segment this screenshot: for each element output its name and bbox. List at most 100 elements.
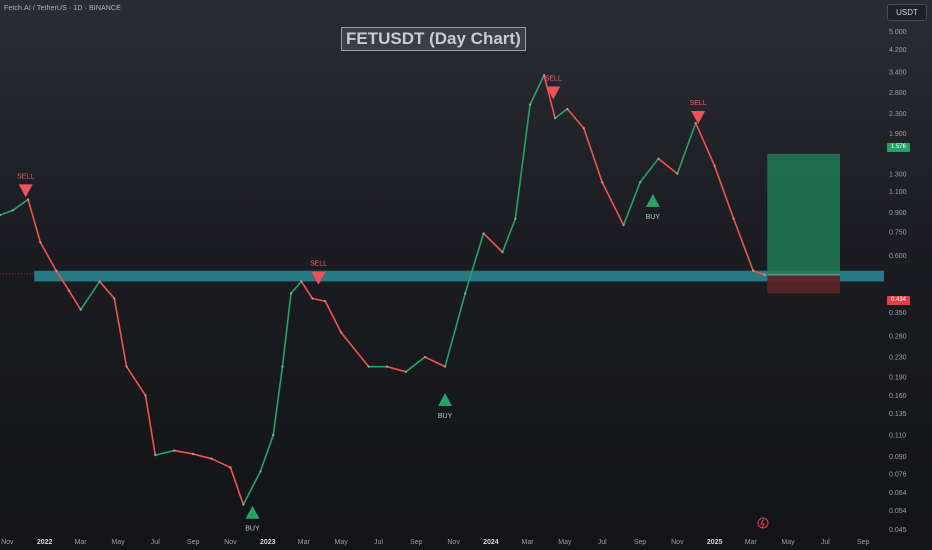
price-point bbox=[404, 370, 408, 374]
price-segment bbox=[144, 394, 157, 456]
buy-label: BUY bbox=[438, 413, 453, 420]
price-point bbox=[694, 121, 697, 125]
x-tick-label: Mar bbox=[745, 539, 758, 546]
price-point bbox=[423, 355, 427, 359]
price-segment bbox=[229, 466, 245, 506]
price-segment bbox=[210, 457, 232, 469]
price-segment bbox=[444, 292, 467, 368]
price-point bbox=[385, 365, 389, 368]
y-tick-label: 2.800 bbox=[889, 90, 907, 97]
y-tick-label: 0.160 bbox=[889, 393, 907, 400]
price-segment bbox=[324, 300, 342, 334]
price-point bbox=[11, 209, 15, 212]
price-segment bbox=[98, 280, 116, 300]
x-tick-label: Mar bbox=[298, 539, 311, 546]
price-point bbox=[311, 297, 314, 300]
price-point bbox=[300, 280, 303, 283]
price-point bbox=[98, 280, 101, 283]
price-segment bbox=[0, 209, 14, 216]
x-tick-label: Nov bbox=[224, 539, 237, 546]
flash-bolt-icon bbox=[760, 518, 765, 529]
sell-arrow-icon bbox=[546, 86, 561, 100]
y-tick-label: 1.900 bbox=[889, 131, 907, 138]
y-tick-label: 0.600 bbox=[889, 253, 907, 260]
price-segment bbox=[300, 280, 314, 300]
price-point bbox=[676, 172, 679, 175]
y-tick-label: 0.110 bbox=[889, 433, 906, 440]
target-area bbox=[767, 153, 840, 275]
price-point bbox=[242, 503, 245, 506]
price-segment bbox=[39, 241, 58, 272]
price-point bbox=[514, 217, 517, 220]
price-point bbox=[713, 164, 716, 168]
price-segment bbox=[554, 108, 569, 119]
price-point bbox=[210, 457, 213, 460]
price-segment bbox=[514, 103, 531, 220]
buy-arrow-icon bbox=[645, 194, 660, 208]
price-point bbox=[113, 297, 116, 300]
price-segment bbox=[676, 122, 697, 175]
x-tick-label: Jul bbox=[598, 539, 607, 546]
price-segment bbox=[272, 365, 284, 436]
y-tick-label: 5.000 bbox=[889, 29, 907, 36]
y-tick-label: 1.300 bbox=[889, 171, 907, 178]
y-tick-label: 0.064 bbox=[889, 490, 907, 497]
price-point bbox=[732, 217, 735, 220]
price-point bbox=[26, 198, 30, 201]
price-point bbox=[79, 308, 82, 311]
y-tick-label: 0.230 bbox=[889, 355, 907, 362]
price-segment bbox=[639, 157, 660, 184]
x-tick-label: May bbox=[781, 539, 795, 546]
buy-arrow-icon bbox=[245, 505, 260, 519]
price-point bbox=[528, 103, 532, 106]
price-segment bbox=[752, 269, 766, 276]
x-tick-label: Mar bbox=[522, 539, 535, 546]
support-zone-layer bbox=[0, 270, 885, 282]
price-point bbox=[763, 273, 766, 277]
y-tick-label: 0.054 bbox=[889, 508, 907, 515]
x-tick-label: Sep bbox=[857, 539, 870, 546]
price-segment bbox=[694, 122, 716, 167]
price-point bbox=[55, 269, 58, 272]
price-segment bbox=[259, 434, 275, 473]
x-tick-label: May bbox=[558, 539, 572, 546]
x-tick-label: Nov bbox=[447, 539, 460, 546]
misc-layer bbox=[757, 517, 769, 529]
price-point bbox=[367, 365, 370, 368]
price-segment bbox=[732, 217, 754, 272]
y-tick-label: 0.076 bbox=[889, 472, 907, 479]
price-point bbox=[39, 241, 42, 244]
currency-button[interactable]: USDT bbox=[887, 4, 927, 21]
x-tick-label: Nov bbox=[1, 539, 14, 546]
sell-arrow-icon bbox=[311, 271, 326, 285]
price-segment bbox=[154, 449, 176, 456]
sell-label: SELL bbox=[17, 173, 34, 180]
buy-label: BUY bbox=[646, 214, 661, 221]
x-tick-label: May bbox=[111, 539, 125, 546]
price-segment bbox=[566, 108, 585, 130]
price-segment bbox=[125, 365, 147, 397]
y-tick-label: 1.100 bbox=[889, 189, 907, 196]
price-point bbox=[542, 74, 546, 77]
price-point bbox=[638, 181, 642, 184]
price-point bbox=[272, 433, 275, 437]
price-point bbox=[582, 127, 586, 130]
price-point bbox=[339, 331, 343, 334]
sell-label: SELL bbox=[690, 100, 707, 107]
price-point bbox=[0, 213, 2, 217]
price-point bbox=[191, 452, 195, 456]
y-tick-label: 0.900 bbox=[889, 210, 907, 217]
y-tick-label: 0.350 bbox=[889, 310, 907, 317]
price-segment bbox=[113, 297, 128, 368]
price-segment bbox=[405, 356, 426, 373]
sell-label: SELL bbox=[310, 261, 327, 268]
x-tick-label: Nov bbox=[671, 539, 684, 546]
price-segment bbox=[657, 157, 679, 175]
y-tick-label: 4.200 bbox=[889, 47, 907, 54]
x-tick-label: 2023 bbox=[260, 539, 276, 546]
price-segment bbox=[386, 365, 407, 373]
x-tick-label: Jul bbox=[374, 539, 383, 546]
position-layer bbox=[767, 153, 840, 294]
price-point bbox=[566, 107, 569, 111]
